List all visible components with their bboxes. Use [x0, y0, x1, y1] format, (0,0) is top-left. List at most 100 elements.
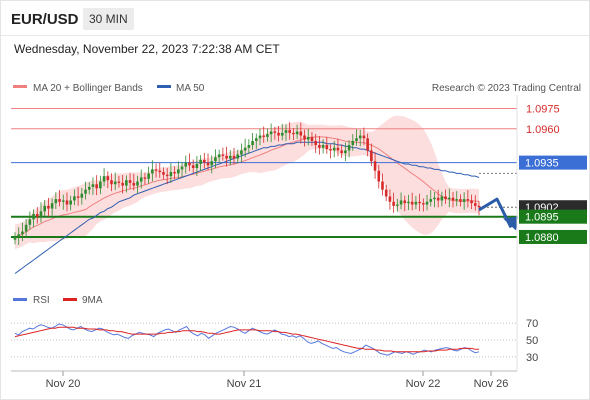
ma20-legend-swatch — [13, 85, 27, 88]
candle-body — [13, 236, 17, 240]
candle-body — [17, 234, 21, 237]
candle — [410, 192, 414, 211]
candle — [243, 138, 247, 158]
candle — [299, 122, 303, 144]
candle-body — [329, 149, 332, 151]
candle — [76, 187, 80, 206]
rsi-legend-label: RSI — [33, 295, 50, 306]
ma50-legend-swatch — [157, 85, 171, 88]
candle-body — [95, 184, 98, 189]
candle-body — [65, 200, 69, 205]
candle — [433, 191, 436, 208]
candle-body — [125, 180, 128, 186]
candle — [336, 138, 340, 157]
candle-body — [54, 199, 58, 204]
candle — [195, 155, 199, 176]
candle-body — [180, 166, 184, 170]
candle — [32, 209, 35, 228]
candle-body — [121, 182, 124, 186]
candle-body — [195, 163, 199, 169]
candle — [162, 167, 165, 180]
candle-body — [314, 140, 317, 146]
candle-body — [243, 147, 247, 151]
candle — [288, 122, 291, 140]
candle-body — [117, 181, 121, 183]
candle — [407, 194, 410, 211]
candle-body — [240, 150, 243, 155]
candle-body — [169, 172, 173, 177]
candle — [388, 189, 392, 210]
candle-body — [154, 169, 158, 171]
candle-body — [203, 159, 206, 163]
candle — [199, 155, 202, 171]
candle — [91, 177, 95, 195]
candle — [228, 150, 232, 166]
candle — [188, 153, 191, 172]
candle-body — [470, 200, 473, 204]
candle — [43, 200, 46, 217]
candle-body — [418, 201, 421, 204]
candle-body — [266, 134, 269, 137]
candle — [180, 161, 184, 178]
candle-body — [310, 136, 314, 141]
candle — [95, 175, 98, 196]
candle-body — [106, 176, 110, 181]
pivot-level-badge — [519, 155, 587, 170]
candle-body — [370, 150, 373, 162]
candle — [284, 124, 288, 141]
candle-body — [384, 189, 388, 197]
candle — [210, 155, 214, 174]
candle-body — [28, 219, 32, 225]
candle — [436, 189, 440, 208]
candle — [125, 175, 128, 193]
bollinger-bands — [15, 115, 479, 250]
candle-body — [403, 200, 407, 204]
candle — [425, 194, 429, 211]
candle-body — [247, 145, 251, 148]
candle — [177, 161, 180, 179]
candle-body — [58, 199, 61, 202]
candle-body — [214, 157, 217, 162]
candle-body — [295, 131, 299, 135]
candle-body — [280, 132, 284, 136]
candle-body — [425, 201, 429, 205]
x-tick-label: Nov 22 — [406, 378, 441, 390]
candle-body — [440, 196, 444, 201]
candle — [65, 192, 69, 212]
candle-body — [355, 138, 358, 141]
candle-body — [228, 155, 232, 159]
candle-body — [43, 205, 46, 212]
candle-body — [466, 199, 470, 201]
candle — [17, 227, 21, 245]
candle — [113, 172, 117, 191]
candle-body — [377, 170, 381, 182]
candle-body — [47, 205, 50, 209]
candle-body — [69, 200, 72, 205]
candle — [136, 175, 139, 194]
x-tick-label: Nov 26 — [474, 378, 509, 390]
timeframe-badge[interactable]: 30 MIN — [83, 8, 134, 30]
candle — [321, 139, 325, 154]
candle — [184, 155, 188, 174]
candle-body — [358, 135, 362, 139]
candle — [139, 169, 143, 189]
candle — [381, 173, 384, 196]
candle — [110, 173, 113, 192]
candle — [99, 175, 102, 195]
candle-body — [392, 201, 395, 206]
candle-body — [277, 132, 280, 136]
candle-body — [232, 155, 236, 159]
candle — [13, 232, 17, 245]
candle — [414, 196, 418, 210]
rsi-tick-label: 50 — [526, 335, 538, 347]
candle — [58, 190, 61, 207]
candle — [262, 126, 266, 143]
candle-body — [448, 197, 451, 200]
candle-body — [473, 203, 477, 206]
candle — [329, 144, 332, 159]
candle — [429, 190, 433, 207]
candle — [132, 173, 136, 191]
support-level-label: 1.0880 — [525, 232, 559, 244]
candle — [466, 190, 470, 208]
candle — [39, 202, 43, 223]
